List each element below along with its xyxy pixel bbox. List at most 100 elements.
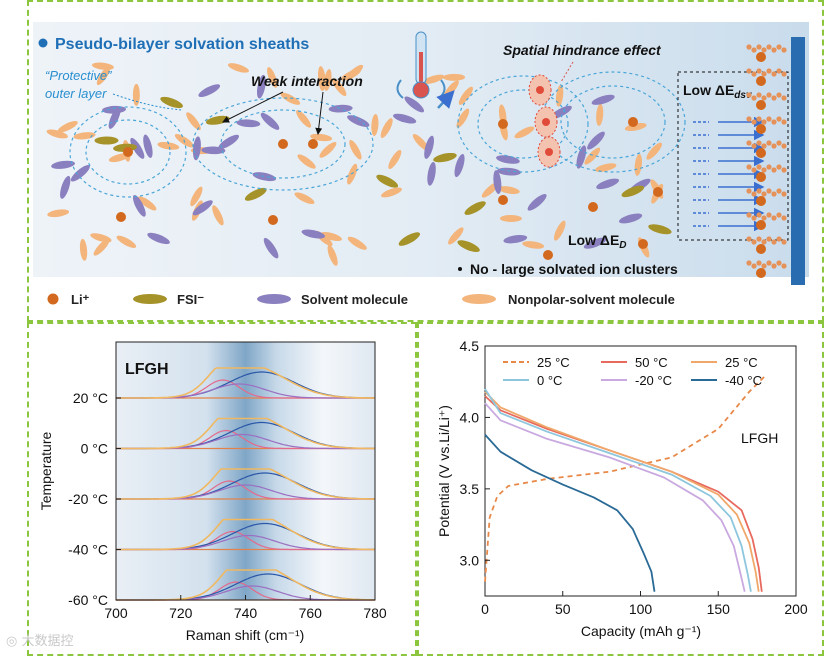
solvent-molecule xyxy=(493,170,502,194)
deposit-grain xyxy=(766,92,772,98)
voltage-xtick-label: 50 xyxy=(555,601,571,617)
raman-ytick-label: 0 °C xyxy=(81,441,108,457)
deposit-grain xyxy=(761,47,767,53)
raman-ytick-label: 20 °C xyxy=(73,390,108,406)
deposit-grain xyxy=(776,92,782,98)
nonpolar-molecule xyxy=(319,141,337,158)
raman-xlabel: Raman shift (cm⁻¹) xyxy=(186,627,305,643)
nonpolar-molecule xyxy=(498,186,520,194)
deposit-grain xyxy=(771,239,777,245)
hindrance-clusters xyxy=(528,74,561,168)
deposit-grain xyxy=(751,47,757,53)
no-clusters-label: No - large solvated ion clusters xyxy=(470,261,678,277)
li-ion xyxy=(653,187,663,197)
voltage-annotation: LFGH xyxy=(741,430,778,446)
nonpolar-molecule xyxy=(443,73,466,81)
deposit-grain xyxy=(761,119,767,125)
voltage-panel-frame xyxy=(417,322,824,656)
weak-interaction-arrow-2 xyxy=(315,91,324,135)
legend-solvent-label: Solvent molecule xyxy=(301,292,408,307)
legend-nonpolar-icon xyxy=(462,294,496,304)
solvent-molecule xyxy=(583,237,607,249)
li-ion xyxy=(638,239,648,249)
deposit-grain xyxy=(761,95,767,101)
deposit-grain xyxy=(766,164,772,170)
deposit-grain xyxy=(746,188,752,194)
raman-xtick-label: 700 xyxy=(104,605,128,621)
raman-axes: 700 720 740 760 780 20 °C 0 °C -20 °C -40 °C -60 … xyxy=(68,390,387,621)
deposit-grain xyxy=(751,95,757,101)
nonpolar-molecule xyxy=(448,227,464,245)
legend-li-icon xyxy=(47,293,59,305)
solvent-molecule xyxy=(591,94,615,105)
nonpolar-molecule xyxy=(646,142,663,160)
nonpolar-molecule xyxy=(157,141,180,150)
solvent-molecule xyxy=(143,134,153,158)
nonpolar-molecule xyxy=(458,86,473,105)
voltage-ytick-label: 3.5 xyxy=(460,481,480,497)
deposit-grain xyxy=(746,260,752,266)
voltage-axes: 0 50 100 150 200 3.0 3.5 4.0 4.5 xyxy=(460,338,808,617)
deposit-grain xyxy=(756,260,762,266)
deposit-li-ion xyxy=(756,220,766,230)
solvent-molecule xyxy=(147,232,170,245)
legend-label: 25 °C xyxy=(537,355,570,370)
raman-envelope xyxy=(116,518,375,551)
solvent-molecule xyxy=(192,136,201,161)
raman-envelope xyxy=(116,468,375,500)
deposit-grain xyxy=(781,95,787,101)
title-bullet xyxy=(38,38,48,48)
deposit-grain xyxy=(761,71,767,77)
deposit-grain xyxy=(756,164,762,170)
deposit-grain xyxy=(776,212,782,218)
nonpolar-molecule xyxy=(596,103,604,126)
top-panel-frame xyxy=(27,0,824,322)
electrode-plate xyxy=(791,37,805,285)
solvent-molecule xyxy=(576,145,587,169)
solvent-molecule xyxy=(108,106,121,129)
nonpolar-molecule xyxy=(297,154,316,169)
deposit-grain xyxy=(781,215,787,221)
weak-interaction-label: Weak interaction xyxy=(251,73,363,89)
deposit-grain xyxy=(751,143,757,149)
solvent-molecule xyxy=(236,119,261,128)
nonpolar-molecule xyxy=(116,235,137,248)
voltage-series-line xyxy=(484,373,768,582)
low-edsv-label: Low ΔEdsv xyxy=(683,82,753,101)
deposit-grain xyxy=(761,215,767,221)
nonpolar-molecule xyxy=(310,133,333,142)
li-ion xyxy=(278,139,288,149)
deposit-grain xyxy=(751,191,757,197)
deposit-grain xyxy=(756,116,762,122)
thermometer-icon xyxy=(396,31,455,109)
nonpolar-molecule xyxy=(138,196,157,211)
deposit-grain xyxy=(766,68,772,74)
nonpolar-molecule xyxy=(634,153,642,176)
voltage-xtick-label: 0 xyxy=(481,601,489,617)
li-ion xyxy=(116,212,126,222)
solvent-molecule xyxy=(618,213,643,224)
deposit-grain xyxy=(761,191,767,197)
solvent-molecule xyxy=(454,153,465,178)
deposit-li-ion xyxy=(756,100,766,110)
deposit-grain xyxy=(781,47,787,53)
deposit-grain xyxy=(771,143,777,149)
fsi-anion xyxy=(648,224,672,235)
voltage-series-line xyxy=(484,395,763,592)
legend: Li⁺ FSI⁻ Solvent molecule Nonpolar-solve… xyxy=(47,292,675,307)
deposit-li-ion xyxy=(756,124,766,134)
deposit-grain xyxy=(766,116,772,122)
raman-envelope xyxy=(116,367,376,399)
deposit-grain xyxy=(746,236,752,242)
solvent-molecule xyxy=(70,165,90,182)
fsi-anion xyxy=(376,174,399,188)
electrode xyxy=(746,37,805,285)
low-ed-label: Low ΔED xyxy=(568,232,627,251)
spatial-hindrance-label: Spatial hindrance effect xyxy=(503,42,662,58)
deposit-grain xyxy=(756,188,762,194)
nonpolar-molecule xyxy=(57,121,78,133)
nonpolar-molecule xyxy=(514,126,535,139)
interface-box xyxy=(677,71,789,241)
raman-ylabel: Temperature xyxy=(38,431,54,510)
voltage-ytick-label: 4.0 xyxy=(460,409,480,425)
